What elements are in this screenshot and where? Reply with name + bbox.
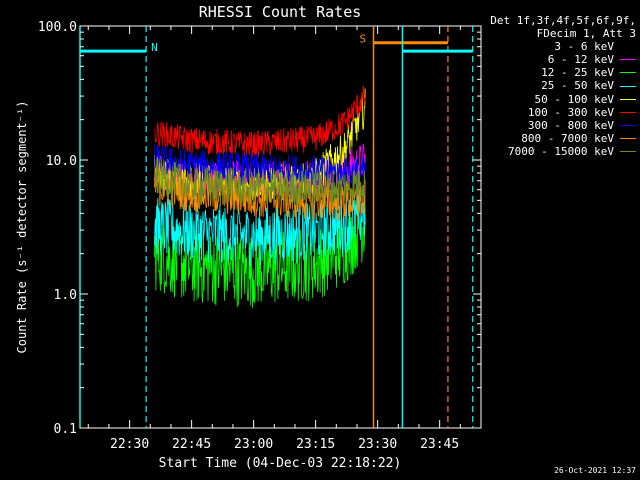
generation-timestamp: 26-Oct-2021 12:37 xyxy=(554,466,636,475)
series-line-9 xyxy=(154,158,366,207)
legend-swatch xyxy=(620,124,636,126)
legend-swatch xyxy=(620,150,636,152)
series-line-4 xyxy=(154,188,366,267)
x-axis-label: Start Time (04-Dec-03 22:18:22) xyxy=(159,456,402,471)
legend-entry-label: 800 - 7000 keV xyxy=(521,131,614,145)
legend-swatch xyxy=(620,46,636,48)
annotation-label-2: S xyxy=(360,33,367,46)
chart-title: RHESSI Count Rates xyxy=(199,3,362,21)
x-tick-label: 23:45 xyxy=(420,437,459,452)
legend-entry-label: 300 - 800 keV xyxy=(527,118,614,132)
annotation-label-1: N xyxy=(151,41,158,54)
legend: Det 1f,3f,4f,5f,6f,9f, FDecim 1, Att 3 3… xyxy=(482,14,636,158)
legend-entry: 300 - 800 keV xyxy=(482,119,636,132)
legend-swatch xyxy=(620,98,636,100)
legend-entry: 100 - 300 keV xyxy=(482,106,636,119)
series-line-6 xyxy=(154,85,366,158)
legend-entry: 50 - 100 keV xyxy=(482,93,636,106)
legend-entry: 3 - 6 keV xyxy=(482,40,636,53)
legend-header-1: Det 1f,3f,4f,5f,6f,9f, xyxy=(490,14,636,27)
legend-swatch xyxy=(620,72,636,74)
legend-swatch xyxy=(620,85,636,87)
x-tick-label: 23:30 xyxy=(358,437,397,452)
legend-entry-label: 6 - 12 keV xyxy=(547,53,614,67)
y-tick-label: 10.0 xyxy=(46,154,77,169)
legend-swatch xyxy=(620,137,636,139)
annotation-layer: NS xyxy=(79,26,474,428)
legend-header-2: FDecim 1, Att 3 xyxy=(536,27,636,41)
legend-entry: 7000 - 15000 keV xyxy=(482,145,636,158)
plot-frame xyxy=(79,25,482,429)
legend-entry: 6 - 12 keV xyxy=(482,53,636,66)
legend-entry-label: 25 - 50 keV xyxy=(541,79,614,93)
legend-entry-label: 100 - 300 keV xyxy=(527,105,614,119)
legend-swatch xyxy=(620,111,636,113)
x-tick-label: 23:00 xyxy=(234,437,273,452)
legend-entry-label: 3 - 6 keV xyxy=(554,40,614,54)
x-tick-label: 23:15 xyxy=(296,437,335,452)
legend-swatch xyxy=(620,59,636,61)
series-line-1 xyxy=(154,199,366,325)
plot-axes xyxy=(79,25,482,429)
y-axis-label: Count Rate (s⁻¹ detector segment⁻¹) xyxy=(15,101,29,354)
legend-entry: 12 - 25 keV xyxy=(482,66,636,79)
y-tick-label: 100.0 xyxy=(38,20,77,35)
x-tick-label: 22:30 xyxy=(110,437,149,452)
legend-entry-label: 12 - 25 keV xyxy=(541,66,614,80)
x-tick-label: 22:45 xyxy=(172,437,211,452)
series-layer xyxy=(154,85,366,325)
y-tick-label: 0.1 xyxy=(54,422,77,437)
legend-entry-label: 50 - 100 keV xyxy=(534,92,614,106)
legend-entry: 25 - 50 keV xyxy=(482,79,636,92)
legend-entry: 800 - 7000 keV xyxy=(482,132,636,145)
legend-entries: 3 - 6 keV 6 - 12 keV 12 - 25 keV 25 - 50 ke… xyxy=(482,40,636,158)
y-tick-label: 1.0 xyxy=(54,288,77,303)
legend-entry-label: 7000 - 15000 keV xyxy=(508,144,614,158)
tick-layer: 100.0 10.0 1.0 0.1 22:30 22:45 23:00 23:15 23:30… xyxy=(38,20,482,452)
